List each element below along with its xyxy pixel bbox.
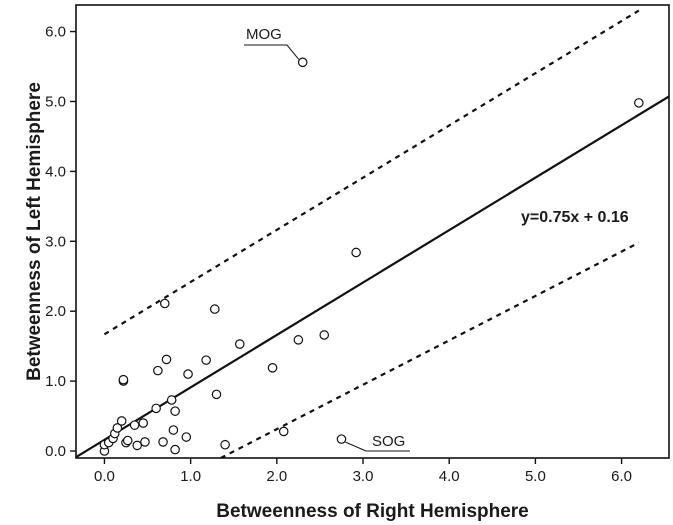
data-point xyxy=(293,335,304,345)
annotation-sog: SOG xyxy=(372,433,405,450)
prediction-bound-upper xyxy=(103,9,640,336)
annotation-sog-leader xyxy=(345,441,410,452)
data-point xyxy=(140,437,150,447)
x-axis: 0.0 1.0 2.0 3.0 4.0 5.0 6.0 xyxy=(94,458,632,485)
data-point xyxy=(181,432,192,442)
data-point xyxy=(153,365,163,376)
data-point xyxy=(138,418,149,428)
prediction-bounds xyxy=(103,9,640,458)
data-points xyxy=(99,57,644,456)
data-point xyxy=(129,420,140,430)
x-tick-label: 6.0 xyxy=(611,468,632,485)
data-point xyxy=(351,247,361,258)
y-tick-label: 2.0 xyxy=(45,303,66,320)
data-point xyxy=(159,298,170,309)
plot-area xyxy=(76,9,669,458)
y-tick-label: 0.0 xyxy=(45,443,66,460)
data-point xyxy=(166,395,177,405)
data-point xyxy=(319,330,330,340)
data-point xyxy=(234,339,245,349)
x-tick-label: 0.0 xyxy=(94,468,115,485)
y-tick-label: 3.0 xyxy=(45,233,66,250)
x-tick-label: 1.0 xyxy=(180,468,201,485)
data-point xyxy=(336,434,347,444)
data-point xyxy=(151,403,161,414)
data-point xyxy=(170,444,180,455)
annotation-mog: MOG xyxy=(246,26,282,43)
data-point xyxy=(267,363,278,373)
data-point xyxy=(209,304,220,314)
x-tick-label: 3.0 xyxy=(353,468,374,485)
y-axis-title: Betweenness of Left Hemisphere xyxy=(24,82,45,381)
data-point xyxy=(122,435,133,446)
y-tick-label: 6.0 xyxy=(45,24,66,41)
x-axis-title: Betweenness of Right Hemisphere xyxy=(216,501,529,522)
data-point xyxy=(118,374,129,385)
y-tick-label: 5.0 xyxy=(45,93,66,110)
x-tick-label: 5.0 xyxy=(525,468,546,485)
annotation-mog-leader xyxy=(244,44,300,60)
x-tick-label: 2.0 xyxy=(266,468,287,485)
data-point xyxy=(220,439,230,450)
data-point xyxy=(211,389,222,400)
y-tick-label: 4.0 xyxy=(45,163,66,180)
annotations: MOG SOG xyxy=(244,26,410,452)
data-point xyxy=(170,406,180,416)
data-point xyxy=(634,98,644,108)
data-point xyxy=(297,57,308,68)
data-point xyxy=(158,437,168,447)
data-point xyxy=(132,440,142,451)
data-point xyxy=(112,423,123,433)
data-point xyxy=(168,425,179,435)
regression-line xyxy=(76,95,669,458)
x-tick-label: 4.0 xyxy=(439,468,460,485)
data-point xyxy=(116,416,127,426)
data-point xyxy=(201,355,211,365)
regression-equation: y=0.75x + 0.16 xyxy=(521,209,629,226)
data-point xyxy=(183,369,193,379)
y-axis: 0.0 1.0 2.0 3.0 4.0 5.0 6.0 xyxy=(45,24,76,460)
y-tick-label: 1.0 xyxy=(45,373,66,390)
data-point xyxy=(278,426,289,437)
prediction-bound-lower xyxy=(220,241,640,458)
data-point xyxy=(161,354,172,365)
plot-frame xyxy=(75,4,670,459)
